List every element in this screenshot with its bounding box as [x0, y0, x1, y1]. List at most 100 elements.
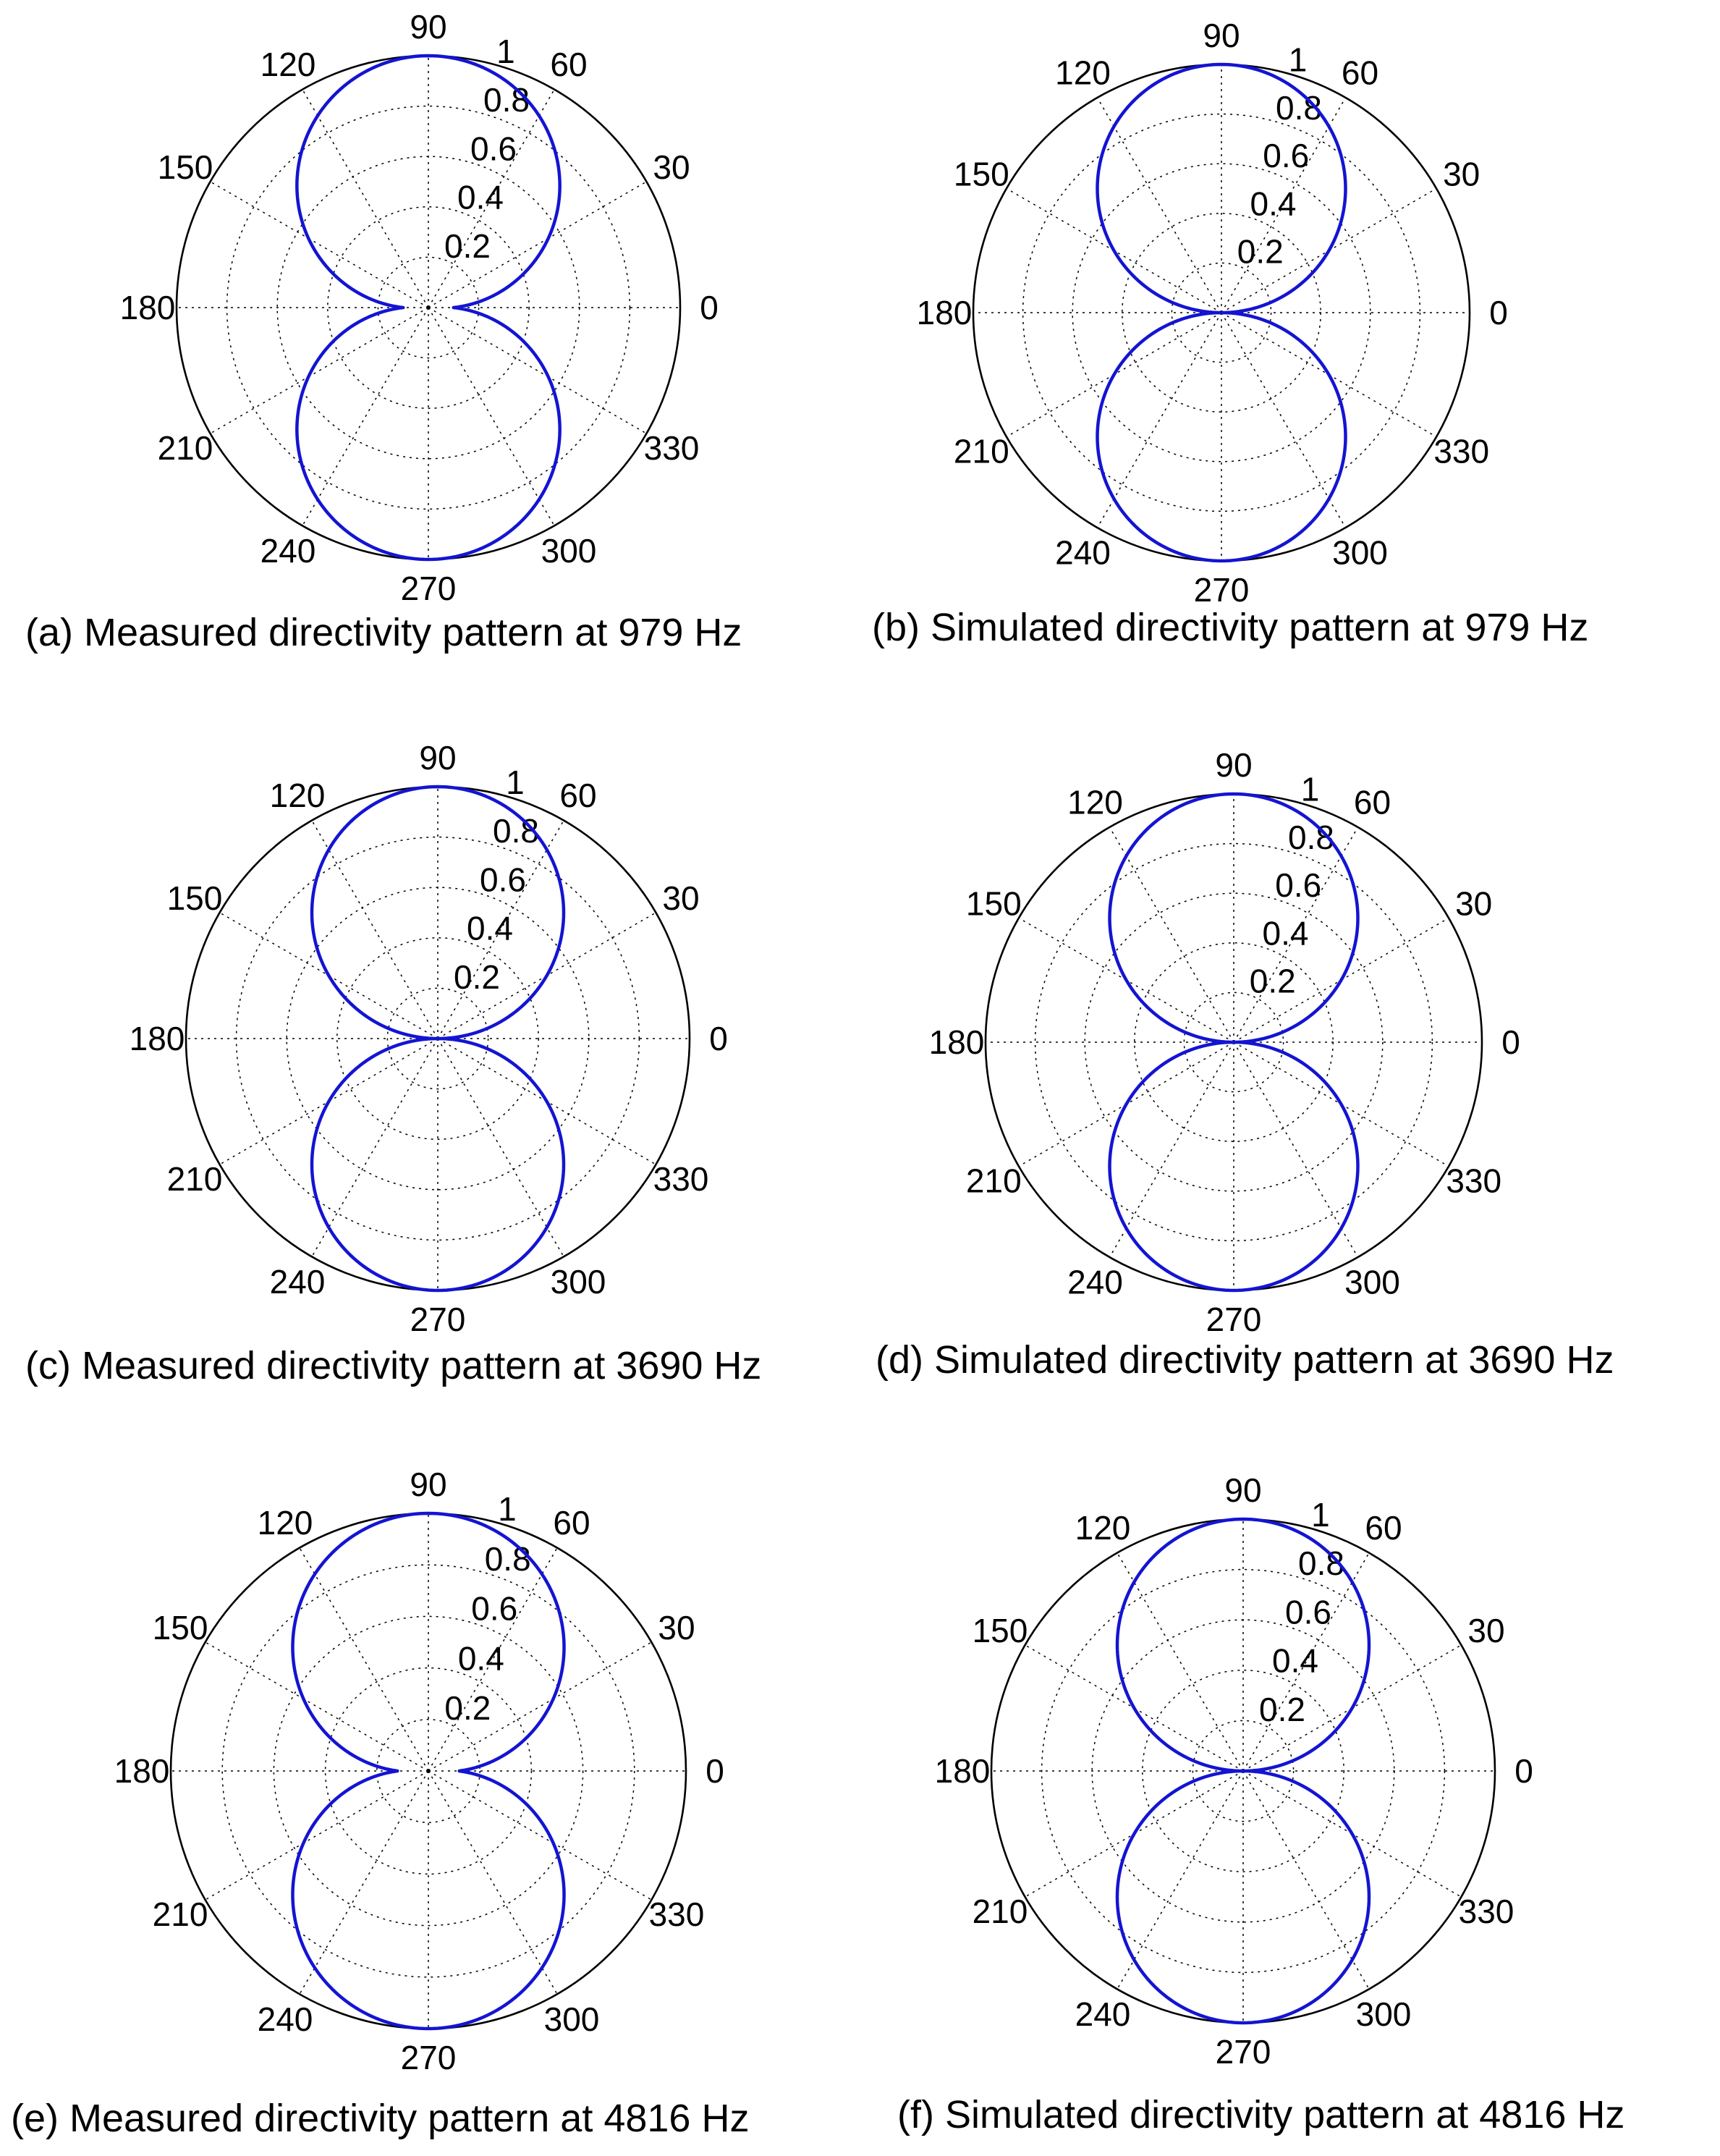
angle-tick-label: 180	[917, 294, 973, 331]
angular-gridline	[1221, 312, 1347, 528]
angular-gridline	[1117, 1770, 1244, 1990]
angular-gridline	[1233, 1041, 1359, 1258]
angle-tick-label: 270	[410, 1301, 466, 1338]
angle-tick-label: 30	[658, 1609, 695, 1646]
caption-a: (a) Measured directivity pattern at 979 …	[25, 611, 742, 654]
radial-tick-label: 0.8	[485, 1540, 531, 1578]
angle-tick-label: 60	[1342, 54, 1378, 91]
radial-gridline	[324, 1667, 533, 1875]
radial-gridline	[221, 1564, 635, 1978]
radial-tick-label: 0.4	[1272, 1642, 1318, 1680]
angular-gridline	[428, 1770, 652, 1901]
radial-gridline	[235, 836, 640, 1241]
angle-tick-label: 90	[1215, 746, 1252, 784]
radial-tick-label: 0.4	[1250, 185, 1297, 222]
radial-gridline	[376, 1719, 480, 1823]
angular-gridline	[428, 307, 555, 526]
angle-tick-label: 330	[653, 1160, 709, 1198]
angle-tick-label: 300	[1344, 1264, 1400, 1301]
polar-chart-d: 0 30 60 90 120 150 180 210 240 270 300 330 0.2 0.4 0.6…	[929, 746, 1520, 1338]
angle-tick-label: 300	[1332, 534, 1388, 572]
angle-tick-label: 330	[644, 429, 700, 467]
angle-tick-label: 150	[158, 148, 213, 186]
directivity-curve	[291, 1511, 566, 2031]
angle-tick-label: 240	[1055, 534, 1111, 572]
radial-tick-label: 1	[498, 1490, 517, 1528]
radial-tick-label: 0.4	[467, 910, 513, 947]
radial-gridline	[377, 256, 480, 359]
directivity-curve	[310, 785, 566, 1293]
angle-tick-label: 150	[167, 879, 223, 917]
angular-gridline	[205, 1770, 429, 1901]
angle-tick-label: 120	[270, 777, 326, 814]
angular-gridline	[1242, 1552, 1370, 1772]
radial-tick-label: 0.6	[1263, 137, 1309, 174]
angular-gridline	[437, 820, 564, 1039]
angle-tick-label: 60	[1365, 1509, 1402, 1547]
angle-tick-label: 270	[1206, 1301, 1262, 1338]
angle-tick-label: 210	[167, 1160, 223, 1198]
radial-gridline	[1171, 262, 1272, 363]
angle-tick-label: 150	[966, 885, 1022, 923]
angular-gridline	[210, 307, 429, 434]
radial-tick-label: 0.2	[444, 1689, 491, 1727]
angular-gridline	[1233, 827, 1359, 1043]
radial-gridline	[1084, 892, 1384, 1192]
radial-tick-label: 0.2	[454, 958, 500, 996]
radial-tick-label: 0.4	[458, 1639, 504, 1677]
angle-tick-label: 300	[544, 2000, 600, 2038]
radial-tick-label: 0.6	[471, 1590, 517, 1628]
angle-tick-label: 30	[1467, 1612, 1504, 1649]
angle-tick-label: 240	[1067, 1264, 1123, 1301]
angular-gridline	[437, 1038, 564, 1257]
angle-tick-label: 90	[419, 739, 456, 777]
angle-tick-label: 90	[410, 8, 446, 46]
caption-d: (d) Simulated directivity pattern at 369…	[876, 1338, 1614, 1382]
radial-tick-label: 0.6	[1275, 866, 1321, 904]
caption-f: (f) Simulated directivity pattern at 481…	[897, 2093, 1624, 2136]
radial-gridline	[1192, 1720, 1295, 1822]
radial-tick-label: 0.8	[1298, 1544, 1344, 1582]
angle-tick-label: 210	[158, 429, 213, 467]
angle-tick-label: 210	[153, 1895, 208, 1933]
angle-tick-label: 150	[954, 156, 1009, 193]
caption-c: (c) Measured directivity pattern at 3690…	[25, 1344, 761, 1387]
radial-tick-label: 0.4	[1263, 914, 1309, 952]
angular-gridline	[1242, 1770, 1370, 1990]
angle-tick-label: 120	[1067, 783, 1123, 821]
angle-tick-label: 60	[553, 1504, 590, 1542]
angular-gridline	[1109, 827, 1234, 1043]
angle-tick-label: 0	[1501, 1023, 1520, 1061]
angle-tick-label: 330	[1446, 1162, 1501, 1200]
angular-gridline	[311, 1038, 439, 1257]
angular-gridline	[299, 1770, 429, 1995]
angle-tick-label: 30	[653, 148, 690, 186]
radial-gridline	[386, 987, 489, 1090]
polar-chart-f: 0 30 60 90 120 150 180 210 240 270 300 330 0.2 0.4 0.6…	[935, 1471, 1533, 2071]
radial-tick-label: 0.8	[493, 812, 539, 850]
radial-tick-label: 0.6	[480, 861, 526, 898]
angle-tick-label: 240	[260, 532, 316, 570]
angle-tick-label: 270	[401, 570, 457, 607]
angular-gridline	[299, 1547, 429, 1772]
angle-tick-label: 120	[1075, 1509, 1131, 1547]
angular-gridline	[302, 89, 429, 308]
radial-gridline	[1041, 1568, 1446, 1974]
angle-tick-label: 90	[1203, 17, 1240, 54]
angle-tick-label: 120	[1055, 54, 1111, 91]
angular-gridline	[1096, 97, 1222, 313]
angular-gridline	[1117, 1552, 1244, 1772]
angular-gridline	[428, 307, 647, 434]
angle-tick-label: 180	[130, 1020, 185, 1057]
radial-gridline	[273, 1615, 584, 1927]
caption-b: (b) Simulated directivity pattern at 979…	[872, 606, 1588, 649]
angle-tick-label: 300	[541, 532, 597, 570]
radial-gridline	[1072, 163, 1371, 462]
angle-tick-label: 300	[551, 1263, 606, 1301]
angle-tick-label: 30	[1455, 885, 1492, 923]
angle-tick-label: 180	[929, 1023, 985, 1061]
radial-tick-label: 1	[1311, 1496, 1330, 1534]
angle-tick-label: 180	[935, 1752, 991, 1790]
angle-tick-label: 330	[649, 1895, 705, 1933]
angle-tick-label: 90	[410, 1466, 446, 1503]
